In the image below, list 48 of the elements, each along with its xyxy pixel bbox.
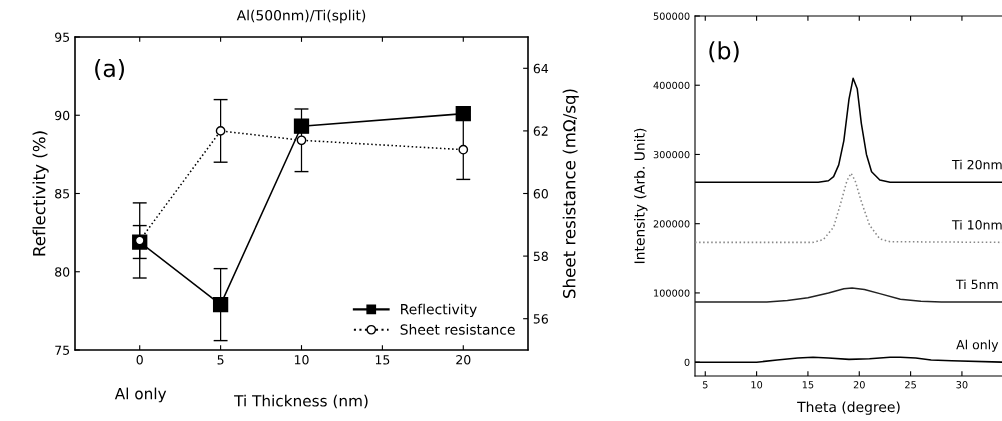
y-axis-title: Intensity (Arb. Unit) [634,128,648,264]
x-tick-label: 15 [375,355,390,365]
y-tick-label: 85 [55,188,70,199]
y-tick-label: 500000 [653,12,690,20]
x-tick-label: 5 [702,381,708,389]
y2-axis-title: Sheet resistance (mΩ/sq) [562,89,579,298]
line-series [695,287,1002,303]
y-tick-label: 200000 [653,220,690,228]
x-tick-label: 20 [853,381,865,389]
annotation: (b) [709,41,739,63]
x-tick-label: 10 [294,355,309,365]
point [212,296,229,313]
y-tick-label: 300000 [653,150,690,159]
point [293,118,310,134]
x-tick-label: 15 [802,381,814,389]
y-tick-label: 75 [55,345,70,355]
x-axis-title: Ti Thickness (nm) [234,394,368,409]
y2-tick-label: 56 [533,314,548,324]
y2-tick-label: 64 [533,63,549,74]
x-tick-label: 25 [905,381,916,389]
line-series [695,172,1002,244]
point [215,126,226,136]
x-tick-label: 0 [136,355,143,365]
y2-tick-label: 62 [533,126,548,136]
y2-tick-label: 60 [533,188,548,199]
x-tick-label: 20 [456,355,471,365]
x-tick-label: 30 [956,381,968,389]
y-tick-label: 95 [55,32,70,42]
y-tick-label: 90 [55,110,70,121]
y-tick-label: 400000 [653,81,690,90]
x-axis-title: Theta (degree) [797,401,900,415]
point [296,135,307,146]
y-axis-title: Reflectivity (%) [32,131,49,256]
y-tick-label: 80 [55,267,70,277]
series-label: Ti 10nm [951,219,1002,230]
y2-tick-label: 58 [533,251,548,262]
series-label: Ti 20nm [951,159,1002,170]
chart-title: Al(500nm)/Ti(split) [236,9,366,24]
legend-label: Reflectivity [401,303,477,318]
series-label: Ti 5nm [955,279,998,290]
text: Al only [114,387,167,403]
point [458,144,469,155]
y-tick-label: 100000 [654,289,690,297]
x-tick-label: 10 [751,381,763,389]
legend-label: Sheet resistance [400,324,515,335]
x-tick-label: 5 [217,355,224,365]
series-label: Al only [956,339,999,352]
annotation: (a) [95,58,124,80]
